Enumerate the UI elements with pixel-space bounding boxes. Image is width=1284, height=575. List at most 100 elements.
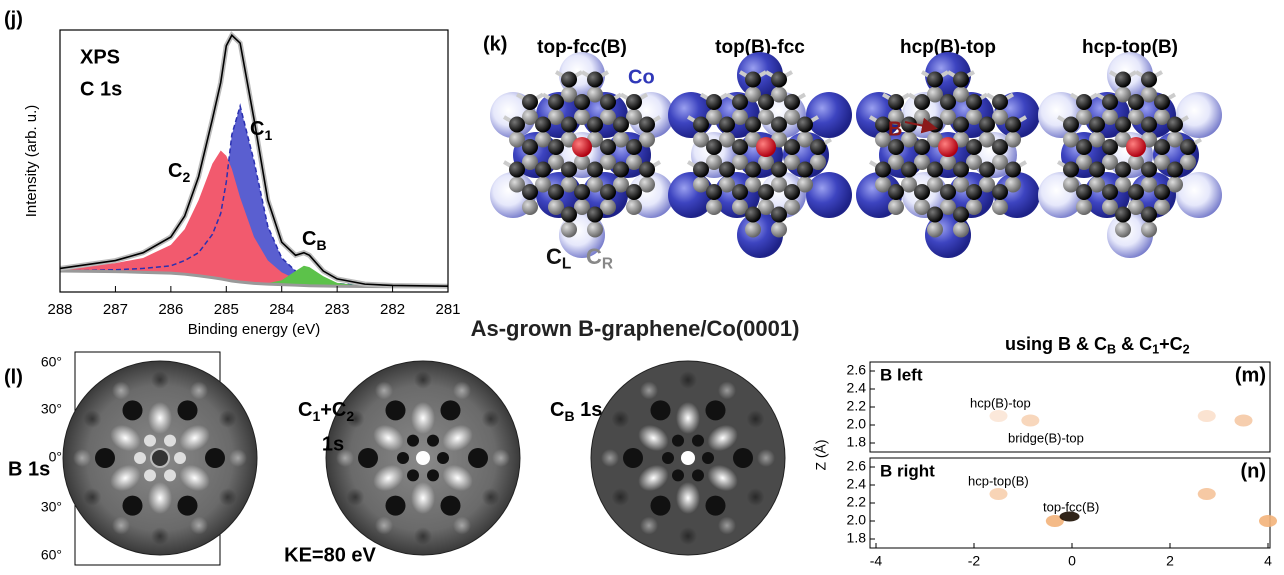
c-atom-r bbox=[1141, 222, 1157, 238]
c-atom-l bbox=[626, 94, 642, 110]
c-atom-l bbox=[732, 94, 748, 110]
c-atom-l bbox=[758, 184, 774, 200]
ring-spot bbox=[718, 381, 736, 399]
panel-title: B left bbox=[880, 365, 923, 384]
c-atom-r bbox=[927, 222, 943, 238]
inner-spot bbox=[144, 435, 156, 447]
c-atom-l bbox=[561, 117, 577, 133]
label-text: C bbox=[586, 244, 602, 269]
ring-spot bbox=[601, 449, 619, 467]
dark-spot bbox=[123, 496, 143, 516]
c-atom-l bbox=[953, 117, 969, 133]
y-tick-label: 2.4 bbox=[847, 476, 867, 492]
y-tick-label: 2.6 bbox=[847, 362, 867, 378]
label-text: +C bbox=[320, 399, 346, 421]
label: using B & CB & C1+C2 bbox=[1005, 334, 1190, 357]
bright-lobe bbox=[148, 402, 172, 434]
annotation: C 1s bbox=[80, 78, 122, 100]
panel-label: (l) bbox=[4, 366, 23, 388]
c-atom-l bbox=[914, 94, 930, 110]
subscript: 2 bbox=[182, 169, 190, 185]
c-atom-l bbox=[797, 162, 813, 178]
inner-spot bbox=[672, 435, 684, 447]
x-tick-label: 4 bbox=[1264, 553, 1272, 569]
c-atom-l bbox=[927, 207, 943, 223]
c-atom-r bbox=[745, 222, 761, 238]
dark-spot bbox=[386, 496, 406, 516]
c-atom-l bbox=[1102, 184, 1118, 200]
c-atom-r bbox=[561, 222, 577, 238]
c-atom-l bbox=[561, 207, 577, 223]
co-atom bbox=[806, 172, 852, 218]
x-tick-label: 284 bbox=[269, 301, 294, 318]
spot bbox=[990, 488, 1008, 500]
c-atom-l bbox=[561, 72, 577, 88]
c-atom-l bbox=[1076, 94, 1092, 110]
c-atom-l bbox=[1115, 162, 1131, 178]
c-atom-l bbox=[693, 117, 709, 133]
inner-spot bbox=[164, 435, 176, 447]
c-atom-l bbox=[1128, 94, 1144, 110]
c-atom-r bbox=[771, 222, 787, 238]
c-atom-r bbox=[1076, 199, 1092, 215]
b-label: B bbox=[888, 118, 902, 140]
x-tick-label: 0 bbox=[1068, 553, 1076, 569]
c-atom-l bbox=[522, 139, 538, 155]
ring-spot bbox=[414, 371, 432, 389]
spot bbox=[1259, 515, 1277, 527]
x-tick-label: 288 bbox=[47, 301, 72, 318]
c-atom-l bbox=[522, 94, 538, 110]
c-atom-l bbox=[548, 94, 564, 110]
subscript: 1 bbox=[264, 127, 272, 143]
c-atom-r bbox=[587, 222, 603, 238]
c-atom-l bbox=[719, 162, 735, 178]
figure-title: As-grown B-graphene/Co(0001) bbox=[471, 316, 800, 341]
c-atom-l bbox=[561, 162, 577, 178]
co-label: Co bbox=[628, 66, 655, 88]
c-atom-l bbox=[509, 162, 525, 178]
center-spot bbox=[681, 451, 695, 465]
c-atom-l bbox=[979, 162, 995, 178]
label-text: +C bbox=[1159, 334, 1183, 354]
angle-label: 60° bbox=[41, 354, 62, 370]
ring-spot bbox=[492, 449, 510, 467]
c-atom-l bbox=[745, 207, 761, 223]
c-atom-l bbox=[535, 162, 551, 178]
c-atom-l bbox=[914, 184, 930, 200]
y-tick-label: 2.0 bbox=[847, 416, 867, 432]
c-atom-l bbox=[771, 207, 787, 223]
dark-spot bbox=[733, 448, 753, 468]
subscript: B bbox=[564, 408, 574, 424]
c-atom-l bbox=[587, 117, 603, 133]
inner-spot bbox=[702, 452, 714, 464]
c-atom-l bbox=[940, 94, 956, 110]
ring-spot bbox=[747, 488, 765, 506]
label-text: using B & C bbox=[1005, 334, 1107, 354]
center-spot bbox=[416, 451, 430, 465]
bright-lobe bbox=[411, 482, 435, 514]
y-tick-label: 2.0 bbox=[847, 512, 867, 528]
c-atom-l bbox=[1154, 94, 1170, 110]
c-atom-l bbox=[771, 117, 787, 133]
dark-spot bbox=[205, 448, 225, 468]
dark-spot bbox=[706, 496, 726, 516]
c-atom-l bbox=[1005, 162, 1021, 178]
subscript: 2 bbox=[1183, 343, 1190, 357]
bright-lobe bbox=[148, 482, 172, 514]
label: C1+C2 bbox=[298, 399, 354, 423]
label: KE=80 eV bbox=[284, 544, 376, 566]
dark-spot bbox=[623, 448, 643, 468]
y-axis-label: Intensity (arb. u.) bbox=[23, 105, 40, 218]
c-atom-l bbox=[626, 139, 642, 155]
ring-spot bbox=[757, 449, 775, 467]
co-atom bbox=[1176, 92, 1222, 138]
c-atom-r bbox=[626, 199, 642, 215]
c-atom-l bbox=[600, 139, 616, 155]
c-atom-l bbox=[966, 184, 982, 200]
label-text: C bbox=[546, 244, 562, 269]
y-tick-label: 2.6 bbox=[847, 458, 867, 474]
c-atom-l bbox=[1115, 72, 1131, 88]
c-atom-l bbox=[1076, 139, 1092, 155]
x-tick-label: 281 bbox=[435, 301, 460, 318]
y-tick-label: 2.2 bbox=[847, 398, 867, 414]
